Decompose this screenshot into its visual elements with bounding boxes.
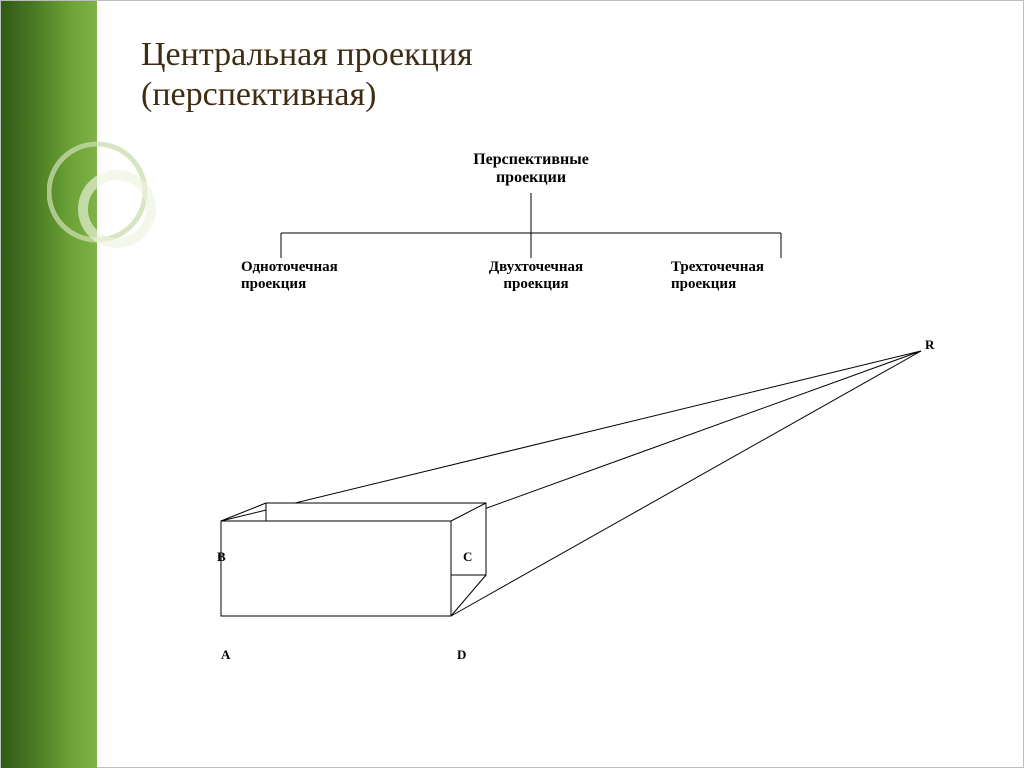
perspective-svg: [161, 321, 941, 701]
tree-leaf-3: Трехточечная проекция: [671, 259, 831, 294]
tree-connectors: [241, 193, 821, 263]
sidebar-decoration: [1, 1, 97, 768]
tree-root-line2: проекции: [496, 169, 566, 186]
label-b: B: [217, 549, 226, 565]
tree-leaf-1-line2: проекция: [241, 276, 306, 292]
tree-leaf-2: Двухточечная проекция: [456, 259, 616, 294]
title-line-2: (перспективная): [141, 76, 376, 113]
label-d: D: [457, 647, 466, 663]
slide-title: Центральная проекция (перспективная): [141, 35, 473, 115]
projection-tree: Перспективные проекции Одноточечная прое…: [241, 151, 821, 188]
perspective-diagram: R A B C D: [161, 321, 941, 701]
tree-leaf-1: Одноточечная проекция: [241, 259, 401, 294]
tree-root-line1: Перспективные: [473, 151, 589, 168]
label-c: C: [463, 549, 472, 565]
tree-leaf-2-line2: проекция: [503, 276, 568, 292]
tree-leaf-3-line1: Трехточечная: [671, 259, 764, 275]
slide: Центральная проекция (перспективная) Пер…: [0, 0, 1024, 768]
title-line-1: Центральная проекция: [141, 36, 473, 73]
tree-root: Перспективные проекции: [241, 151, 821, 188]
tree-leaf-3-line2: проекция: [671, 276, 736, 292]
tree-leaf-2-line1: Двухточечная: [489, 259, 583, 275]
tree-leaves: Одноточечная проекция Двухточечная проек…: [241, 259, 821, 294]
tree-leaf-1-line1: Одноточечная: [241, 259, 338, 275]
label-r: R: [925, 337, 934, 353]
label-a: A: [221, 647, 230, 663]
